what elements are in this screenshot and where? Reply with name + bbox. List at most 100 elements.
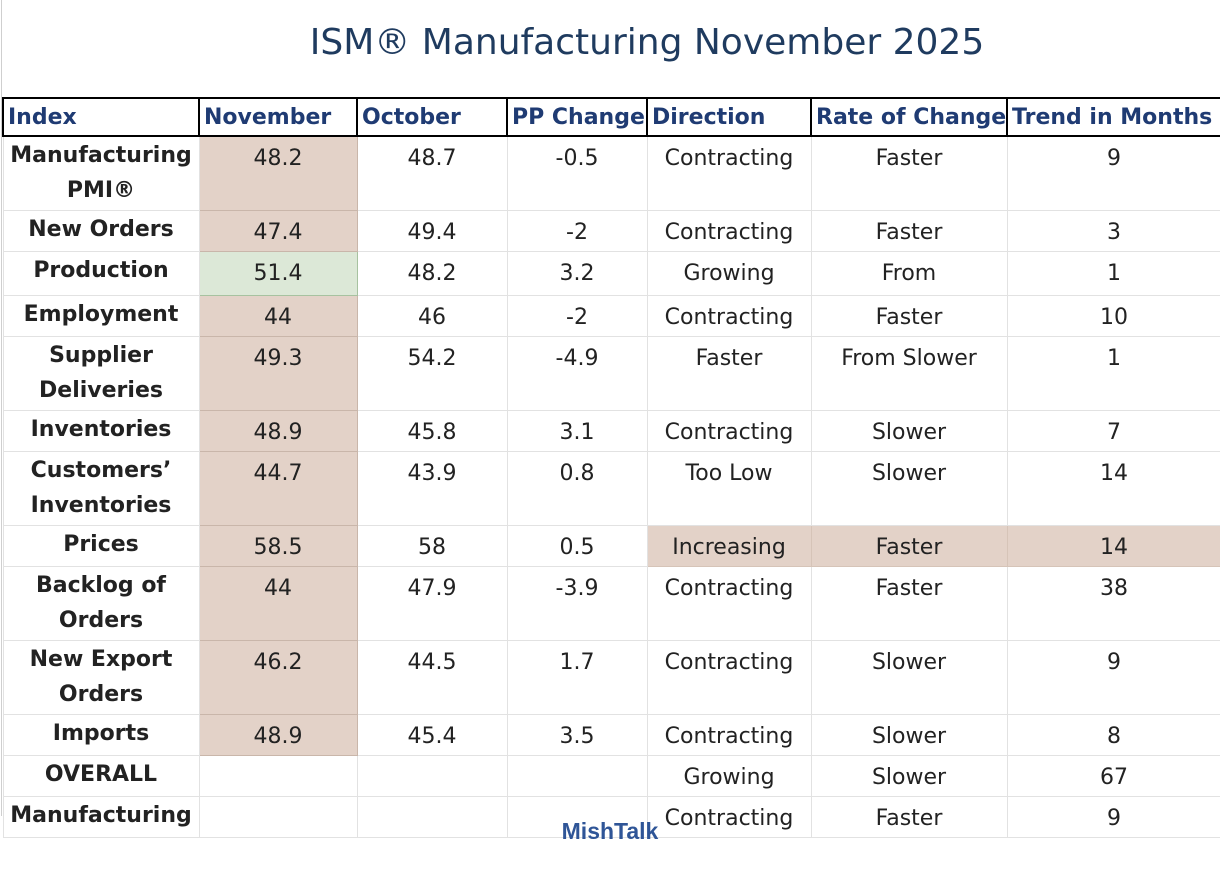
rate-cell: Slower	[810, 409, 1008, 452]
index-cell: Manufacturing	[2, 795, 200, 838]
trend-cell: 3	[1006, 209, 1220, 252]
november-cell: 48.2	[198, 135, 358, 211]
pp-change-cell: -0.5	[506, 135, 648, 211]
index-cell: OVERALL	[2, 754, 200, 797]
header-pp-change: PP Change	[506, 97, 648, 137]
direction-cell: Contracting	[646, 795, 812, 838]
trend-cell: 14	[1006, 524, 1220, 567]
trend-cell: 10	[1006, 294, 1220, 337]
november-cell: 49.3	[198, 335, 358, 411]
november-cell: 44	[198, 565, 358, 641]
pp-change-cell: 3.2	[506, 250, 648, 296]
trend-cell: 9	[1006, 795, 1220, 838]
trend-cell: 9	[1006, 135, 1220, 211]
direction-cell: Too Low	[646, 450, 812, 526]
october-cell: 45.8	[356, 409, 508, 452]
trend-cell: 14	[1006, 450, 1220, 526]
index-cell: Employment	[2, 294, 200, 337]
rate-cell: Faster	[810, 135, 1008, 211]
pp-change-cell: 0.8	[506, 450, 648, 526]
trend-cell: 67	[1006, 754, 1220, 797]
direction-cell: Contracting	[646, 565, 812, 641]
table-row: Supplier Deliveries 49.3 54.2 -4.9 Faste…	[2, 335, 1220, 411]
direction-cell: Contracting	[646, 135, 812, 211]
index-cell: Production	[2, 250, 200, 296]
october-cell: 47.9	[356, 565, 508, 641]
october-cell: 48.2	[356, 250, 508, 296]
pp-change-cell	[506, 795, 648, 838]
rate-cell: Faster	[810, 294, 1008, 337]
rate-cell: Slower	[810, 639, 1008, 715]
pp-change-cell: -3.9	[506, 565, 648, 641]
rate-cell: Slower	[810, 754, 1008, 797]
october-cell	[356, 754, 508, 797]
header-trend-in-months: Trend in Months	[1006, 97, 1220, 137]
index-cell: Inventories	[2, 409, 200, 452]
direction-cell: Contracting	[646, 294, 812, 337]
left-border	[1, 0, 2, 816]
pp-change-cell	[506, 754, 648, 797]
direction-cell: Faster	[646, 335, 812, 411]
table-row: Production 51.4 48.2 3.2 Growing From 1	[2, 250, 1220, 296]
rate-cell: Faster	[810, 795, 1008, 838]
trend-cell: 1	[1006, 250, 1220, 296]
trend-cell: 7	[1006, 409, 1220, 452]
rate-cell: Faster	[810, 524, 1008, 567]
trend-cell: 1	[1006, 335, 1220, 411]
direction-cell: Growing	[646, 250, 812, 296]
chart-title: ISM® Manufacturing November 2025	[309, 22, 985, 63]
november-cell: 44.7	[198, 450, 358, 526]
table-row: Manufacturing Contracting Faster 9	[2, 795, 1220, 838]
index-cell: Manufacturing PMI®	[2, 135, 200, 211]
header-direction: Direction	[646, 97, 812, 137]
table-row: OVERALL Growing Slower 67	[2, 754, 1220, 797]
october-cell: 46	[356, 294, 508, 337]
november-cell: 48.9	[198, 713, 358, 756]
november-cell: 47.4	[198, 209, 358, 252]
header-index: Index	[2, 97, 200, 137]
index-cell: Imports	[2, 713, 200, 756]
index-cell: Supplier Deliveries	[2, 335, 200, 411]
pp-change-cell: 0.5	[506, 524, 648, 567]
november-cell: 58.5	[198, 524, 358, 567]
index-cell: Backlog of Orders	[2, 565, 200, 641]
october-cell: 54.2	[356, 335, 508, 411]
table-row: New Orders 47.4 49.4 -2 Contracting Fast…	[2, 209, 1220, 252]
table-row: Backlog of Orders 44 47.9 -3.9 Contracti…	[2, 565, 1220, 641]
rate-cell: From Slower	[810, 335, 1008, 411]
table-row: Prices 58.5 58 0.5 Increasing Faster 14	[2, 524, 1220, 567]
rate-cell: Faster	[810, 565, 1008, 641]
november-cell: 44	[198, 294, 358, 337]
index-cell: Customers’ Inventories	[2, 450, 200, 526]
index-cell: New Export Orders	[2, 639, 200, 715]
november-cell: 51.4	[198, 250, 358, 296]
direction-cell: Contracting	[646, 409, 812, 452]
header-october: October	[356, 97, 508, 137]
trend-cell: 9	[1006, 639, 1220, 715]
rate-cell: Slower	[810, 450, 1008, 526]
table-row: New Export Orders 46.2 44.5 1.7 Contract…	[2, 639, 1220, 715]
trend-cell: 8	[1006, 713, 1220, 756]
november-cell	[198, 754, 358, 797]
table-row: Inventories 48.9 45.8 3.1 Contracting Sl…	[2, 409, 1220, 452]
pp-change-cell: -2	[506, 209, 648, 252]
table-row: Imports 48.9 45.4 3.5 Contracting Slower…	[2, 713, 1220, 756]
direction-cell: Increasing	[646, 524, 812, 567]
october-cell: 49.4	[356, 209, 508, 252]
pp-change-cell: 1.7	[506, 639, 648, 715]
november-cell	[198, 795, 358, 838]
rate-cell: Slower	[810, 713, 1008, 756]
index-cell: New Orders	[2, 209, 200, 252]
header-row: Index November October PP Change Directi…	[2, 97, 1220, 137]
october-cell: 45.4	[356, 713, 508, 756]
rate-cell: From	[810, 250, 1008, 296]
pp-change-cell: -2	[506, 294, 648, 337]
ism-table: Index November October PP Change Directi…	[2, 97, 1220, 838]
november-cell: 48.9	[198, 409, 358, 452]
october-cell: 48.7	[356, 135, 508, 211]
direction-cell: Growing	[646, 754, 812, 797]
index-cell: Prices	[2, 524, 200, 567]
header-rate-of-change: Rate of Change	[810, 97, 1008, 137]
november-cell: 46.2	[198, 639, 358, 715]
october-cell: 43.9	[356, 450, 508, 526]
